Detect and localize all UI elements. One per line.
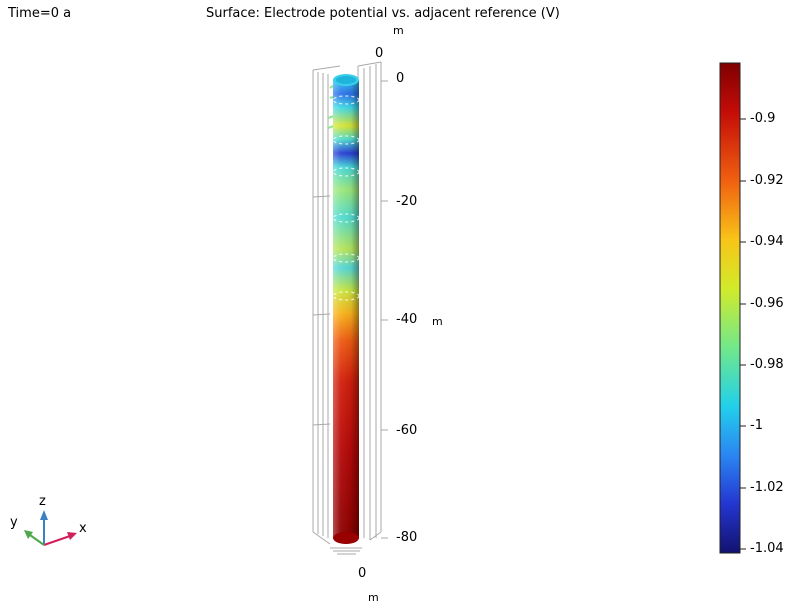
z-tick-minus20: -20 <box>396 194 418 209</box>
z-tick-minus40: -40 <box>396 312 418 327</box>
bottom-tick: 0 <box>358 566 367 581</box>
colorbar-tick-label: -1.02 <box>750 480 784 495</box>
colorbar-tick-label: -0.92 <box>750 173 784 188</box>
z-tick-0: 0 <box>396 71 405 86</box>
time-label: Time=0 a <box>8 6 72 21</box>
colorbar-tick-label: -1.04 <box>750 541 784 556</box>
triad-y-label: y <box>10 515 18 530</box>
z-tick-minus60: -60 <box>396 423 418 438</box>
colorbar <box>719 62 746 554</box>
bottom-axis-unit: m <box>368 591 379 604</box>
z-tick-minus80: -80 <box>396 530 418 545</box>
pile-cylinder <box>332 74 360 544</box>
z-axis-unit-top: m <box>393 24 404 37</box>
colorbar-tick-label: -0.94 <box>750 234 784 249</box>
colorbar-tick-label: -1 <box>750 418 763 433</box>
plot-title: Surface: Electrode potential vs. adjacen… <box>206 6 560 21</box>
colorbar-tick-label: -0.9 <box>750 111 776 126</box>
colorbar-tick-label: -0.98 <box>750 357 784 372</box>
z-axis-unit-side: m <box>432 315 443 328</box>
axis-triad <box>24 510 77 546</box>
z-axis-top-tick: 0 <box>375 46 384 61</box>
triad-z-label: z <box>39 494 46 509</box>
triad-x-label: x <box>79 521 87 536</box>
colorbar-tick-label: -0.96 <box>750 296 784 311</box>
